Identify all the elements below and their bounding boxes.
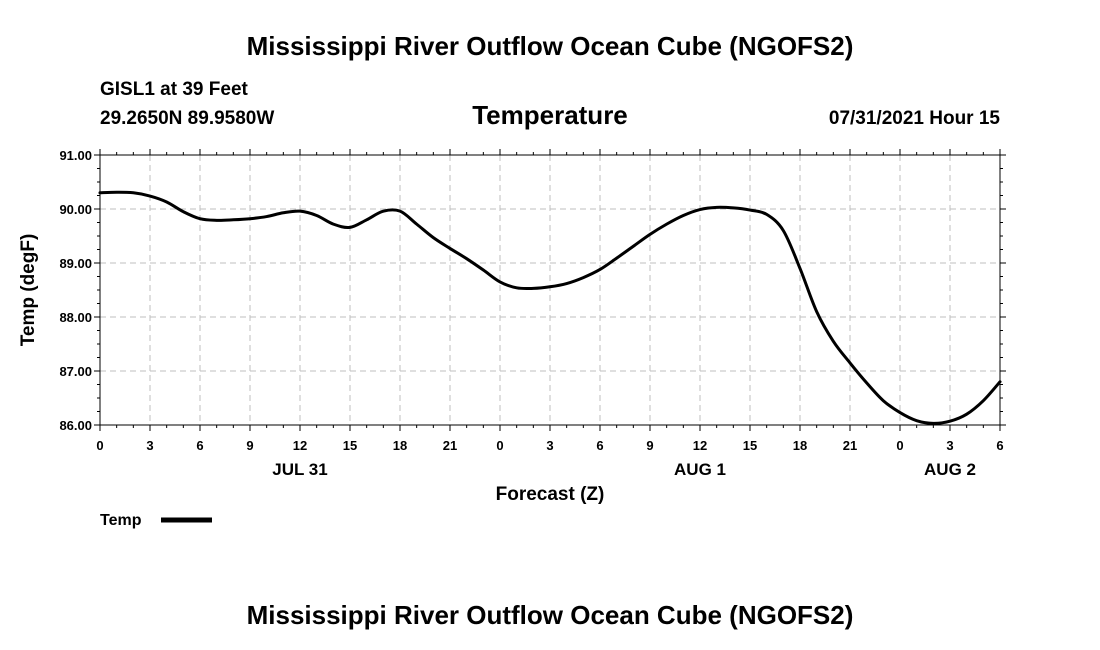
x-tick-label: 15	[343, 438, 357, 453]
chart-title-bottom: Mississippi River Outflow Ocean Cube (NG…	[247, 600, 854, 630]
x-tick-label: 6	[996, 438, 1003, 453]
x-tick-labels: 0 3 6 9 12 15 18 21 0 3 6 9 12 15 18 21 0 3 6	[96, 438, 1003, 453]
forecast-timestamp: 07/31/2021 Hour 15	[829, 108, 1001, 129]
x-tick-label: 0	[896, 438, 903, 453]
grid-lines	[100, 154, 1000, 426]
y-tick-label: 88.00	[59, 310, 92, 325]
date-labels: JUL 31 AUG 1 AUG 2	[272, 460, 976, 479]
legend-label-temp: Temp	[100, 512, 142, 529]
y-axis-label: Temp (degF)	[18, 234, 39, 347]
date-label: AUG 2	[924, 460, 976, 479]
y-tick-label: 86.00	[59, 418, 92, 433]
x-tick-label: 21	[443, 438, 457, 453]
x-tick-label: 0	[496, 438, 503, 453]
date-label: JUL 31	[272, 460, 327, 479]
y-tick-label: 87.00	[59, 364, 92, 379]
y-tick-labels: 86.00 87.00 88.00 89.00 90.00 91.00	[59, 148, 92, 433]
station-label: GISL1 at 39 Feet	[100, 79, 249, 100]
x-tick-label: 3	[946, 438, 953, 453]
legend: Temp	[100, 512, 212, 529]
x-tick-label: 12	[293, 438, 307, 453]
x-tick-label: 0	[96, 438, 103, 453]
x-tick-label: 9	[246, 438, 253, 453]
y-tick-label: 89.00	[59, 256, 92, 271]
x-tick-label: 3	[546, 438, 553, 453]
series-line-temp	[98, 190, 1002, 425]
x-tick-label: 3	[146, 438, 153, 453]
y-tick-label: 91.00	[59, 148, 92, 163]
station-coordinates: 29.2650N 89.9580W	[100, 108, 274, 129]
x-tick-label: 15	[743, 438, 757, 453]
x-tick-label: 18	[393, 438, 407, 453]
y-tick-label: 90.00	[59, 202, 92, 217]
x-tick-label: 18	[793, 438, 807, 453]
x-tick-label: 21	[843, 438, 857, 453]
x-tick-label: 6	[196, 438, 203, 453]
date-label: AUG 1	[674, 460, 726, 479]
x-tick-label: 6	[596, 438, 603, 453]
plot-frame	[99, 154, 1001, 426]
x-axis-label: Forecast (Z)	[496, 484, 605, 505]
chart-title: Temperature	[472, 100, 628, 130]
x-tick-label: 9	[646, 438, 653, 453]
chart-title-top: Mississippi River Outflow Ocean Cube (NG…	[247, 31, 854, 61]
x-tick-label: 12	[693, 438, 707, 453]
